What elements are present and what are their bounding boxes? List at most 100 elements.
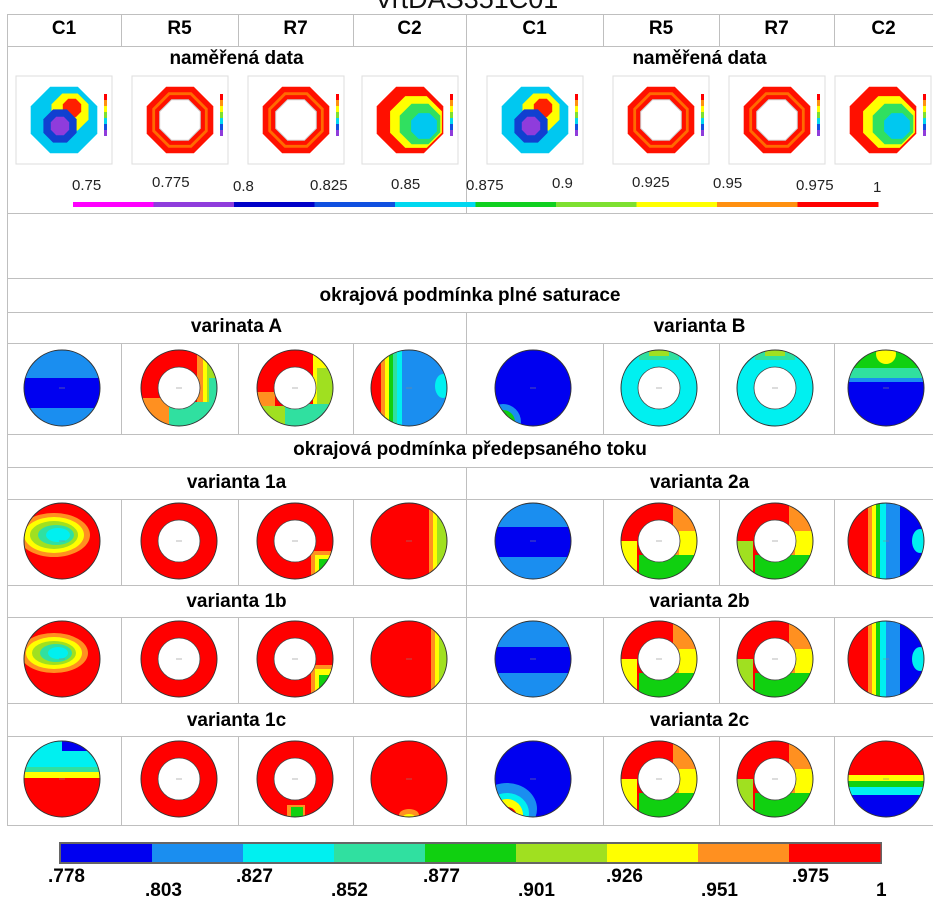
measured-bar-segment [314, 202, 396, 207]
grid-line [7, 617, 933, 618]
plot-contour [389, 350, 393, 426]
measured-thumbnails [15, 75, 932, 165]
thumbnail-hole [159, 99, 201, 141]
plot-group [24, 350, 100, 426]
thumbnail-scale [104, 106, 107, 112]
plot-contour [319, 559, 333, 579]
thumbnail-scale [336, 106, 339, 112]
plot-contour [495, 647, 571, 673]
grid-line [7, 434, 933, 435]
plot-contour [848, 382, 924, 426]
plot-contour [403, 814, 415, 817]
column-header: C2 [871, 18, 896, 39]
bottom-legend-value: .926 [606, 866, 643, 887]
plot-contour [872, 503, 876, 579]
plot-contour [868, 621, 872, 697]
plot-outline [256, 740, 334, 818]
column-header: R7 [283, 18, 308, 39]
plot-outline [23, 349, 101, 427]
bottom-bar-segment [789, 844, 881, 862]
plot-contour [291, 807, 303, 817]
plot-contour [886, 621, 900, 697]
plot-outline [23, 620, 101, 698]
bottom-legend-value: .827 [236, 866, 273, 887]
plot-contour [437, 503, 447, 579]
thumbnail-scale [817, 124, 820, 130]
grid-line [7, 343, 933, 344]
plot-contour [24, 772, 100, 778]
thumbnail-scale [923, 124, 926, 130]
plot-contour [868, 503, 872, 579]
grid-line [7, 825, 933, 826]
plot-outline [620, 620, 698, 698]
variant-1c-label: varianta 1c [186, 710, 287, 731]
plot-contour [848, 775, 924, 781]
grid-line [7, 46, 933, 47]
thumbnail-scale [336, 94, 339, 100]
measured-bar-segment [395, 202, 476, 207]
plot-outline [620, 502, 698, 580]
saturation-section-label: okrajová podmínka plné saturace [319, 285, 621, 306]
plot-contour [435, 374, 447, 398]
thumbnail-scale [817, 118, 820, 124]
grid-line [7, 312, 933, 313]
plot-group [495, 741, 571, 817]
column-header: R7 [764, 18, 789, 39]
variant-b-label: varianta B [653, 316, 746, 337]
thumbnail-scale [336, 118, 339, 124]
plot-contour [876, 621, 880, 697]
thumbnail-scale [701, 112, 704, 118]
plot-contour [498, 417, 508, 426]
grid-line [719, 343, 720, 434]
measured-legend-value: 0.775 [152, 174, 190, 191]
grid-line [7, 213, 933, 214]
plot-outline [847, 620, 925, 698]
thumbnail-scale [575, 100, 578, 106]
thumbnail-scale [923, 118, 926, 124]
thumbnail-scale [220, 112, 223, 118]
plot-contour [24, 378, 100, 408]
plot-contour [48, 647, 68, 659]
thumbnail-contour [884, 113, 910, 139]
plot-outline [620, 349, 698, 427]
plot-outline [370, 620, 448, 698]
plot-contour [765, 350, 785, 356]
grid-line [7, 467, 933, 468]
plot-outline [736, 502, 814, 580]
plot-contour [495, 410, 515, 426]
bottom-legend-value: .803 [145, 880, 182, 901]
plot-contour [62, 741, 100, 751]
plot-contour [848, 787, 924, 795]
thumbnail-scale [220, 124, 223, 130]
plot-group [495, 350, 571, 426]
plot-contour [848, 621, 868, 697]
grid-line [121, 14, 122, 46]
bottom-bar-segment [607, 844, 699, 862]
bottom-bar-segment [425, 844, 517, 862]
thumbnail-scale [817, 130, 820, 136]
grid-line [238, 14, 239, 46]
grid-line [603, 617, 604, 703]
plot-contour [497, 807, 517, 817]
bottom-legend-value: 1 [876, 880, 887, 901]
thumbnail-scale [450, 124, 453, 130]
thumbnail-scale [923, 106, 926, 112]
grid-line [603, 736, 604, 825]
grid-line [719, 736, 720, 825]
thumbnail-scale [336, 112, 339, 118]
plot-outline [847, 349, 925, 427]
thumbnail-scale [220, 100, 223, 106]
grid-line [466, 312, 467, 434]
measured-bar-segment [556, 202, 637, 207]
grid-line [719, 14, 720, 46]
thumbnail-hole [275, 99, 317, 141]
grid-line [719, 617, 720, 703]
grid-line [353, 736, 354, 825]
variant-1a-label: varianta 1a [186, 472, 287, 493]
plot-contour [24, 767, 100, 773]
thumbnail-contour [521, 116, 541, 136]
thumbnail-scale [104, 124, 107, 130]
thumbnail-scale [817, 106, 820, 112]
grid-line [121, 343, 122, 434]
